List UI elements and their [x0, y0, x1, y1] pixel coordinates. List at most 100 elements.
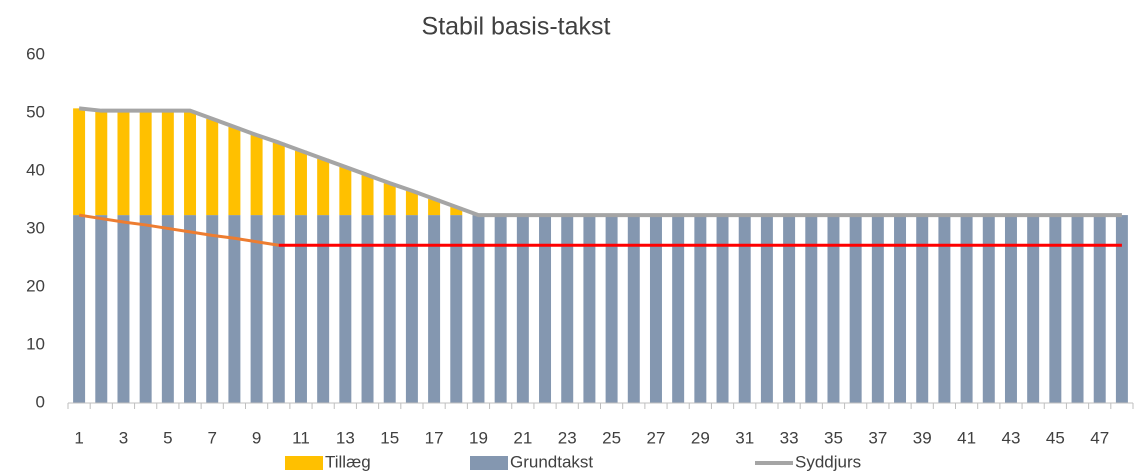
- x-tick-label: 19: [469, 428, 488, 447]
- x-tick-label: 11: [292, 428, 310, 447]
- bar: [383, 183, 396, 216]
- bar: [1071, 215, 1084, 403]
- y-tick-label: 40: [26, 160, 45, 179]
- bar: [894, 215, 907, 403]
- x-tick-label: 41: [957, 428, 976, 447]
- x-tick-label: 27: [647, 428, 666, 447]
- bar: [294, 150, 307, 216]
- bar: [95, 215, 108, 403]
- y-tick-label: 60: [26, 44, 45, 63]
- bar: [95, 110, 108, 216]
- x-tick-label: 21: [513, 428, 532, 447]
- x-tick-label: 9: [252, 428, 261, 447]
- bar: [960, 215, 973, 403]
- bar: [450, 215, 463, 403]
- legend-label: Syddjurs: [795, 452, 861, 471]
- bar: [184, 215, 197, 403]
- bar: [339, 166, 352, 216]
- bar: [760, 215, 773, 403]
- bar: [627, 215, 640, 403]
- bar: [649, 215, 662, 403]
- legend-swatch: [470, 456, 508, 470]
- bar: [605, 215, 618, 403]
- bar: [206, 118, 219, 216]
- bar: [272, 215, 285, 403]
- bar: [539, 215, 552, 403]
- x-tick-label: 29: [691, 428, 710, 447]
- bar: [450, 206, 463, 216]
- y-tick-label: 10: [26, 334, 45, 353]
- bar: [405, 215, 418, 403]
- y-tick-label: 30: [26, 218, 45, 237]
- bar: [472, 215, 485, 403]
- bar: [206, 215, 219, 403]
- bar: [694, 215, 707, 403]
- x-tick-label: 33: [780, 428, 799, 447]
- y-tick-label: 20: [26, 276, 45, 295]
- bar: [250, 135, 263, 216]
- bar: [783, 215, 796, 403]
- bar: [561, 215, 574, 403]
- bar: [73, 108, 86, 216]
- x-tick-label: 3: [119, 428, 128, 447]
- legend-swatch: [285, 456, 323, 470]
- bar: [383, 215, 396, 403]
- bar: [916, 215, 929, 403]
- bar: [228, 126, 241, 216]
- x-tick-label: 25: [602, 428, 621, 447]
- bar: [428, 198, 441, 216]
- x-tick-label: 7: [207, 428, 216, 447]
- bar: [871, 215, 884, 403]
- x-tick-label: 15: [380, 428, 399, 447]
- bar: [272, 142, 285, 216]
- bar: [250, 215, 263, 403]
- bar: [228, 215, 241, 403]
- line-series: [78, 106, 1122, 218]
- legend-label: Grundtakst: [510, 452, 593, 471]
- x-tick-label: 23: [558, 428, 577, 447]
- y-tick-label: 0: [36, 392, 45, 411]
- bar: [161, 215, 174, 403]
- bar: [716, 215, 729, 403]
- bar: [849, 215, 862, 403]
- x-tick-label: 35: [824, 428, 843, 447]
- bar: [583, 215, 596, 403]
- bar: [361, 215, 374, 403]
- bar: [1093, 215, 1106, 403]
- bar: [339, 215, 352, 403]
- bar: [428, 215, 441, 403]
- bar: [494, 215, 507, 403]
- bar: [139, 110, 152, 216]
- bar: [73, 215, 86, 403]
- legend-label: Tillæg: [325, 452, 371, 471]
- x-tick-label: 43: [1002, 428, 1021, 447]
- chart-title: Stabil basis-takst: [422, 13, 611, 41]
- bar: [982, 215, 995, 403]
- x-tick-label: 45: [1046, 428, 1065, 447]
- bar: [1027, 215, 1040, 403]
- bar: [516, 215, 529, 403]
- bar: [139, 215, 152, 403]
- x-tick-label: 17: [425, 428, 444, 447]
- bar: [805, 215, 818, 403]
- bar: [317, 158, 330, 216]
- bar: [1049, 215, 1062, 403]
- bar: [117, 110, 130, 216]
- bar: [294, 215, 307, 403]
- bar: [161, 110, 174, 216]
- y-tick-label: 50: [26, 102, 45, 121]
- x-tick-label: 13: [336, 428, 355, 447]
- x-tick-label: 47: [1090, 428, 1109, 447]
- bar: [738, 215, 751, 403]
- bar: [672, 215, 685, 403]
- bar: [827, 215, 840, 403]
- x-tick-label: 39: [913, 428, 932, 447]
- x-tick-label: 5: [163, 428, 172, 447]
- bar: [405, 190, 418, 216]
- bar: [1004, 215, 1017, 403]
- bar: [1115, 215, 1128, 403]
- bar: [317, 215, 330, 403]
- bar: [361, 175, 374, 216]
- bar: [117, 215, 130, 403]
